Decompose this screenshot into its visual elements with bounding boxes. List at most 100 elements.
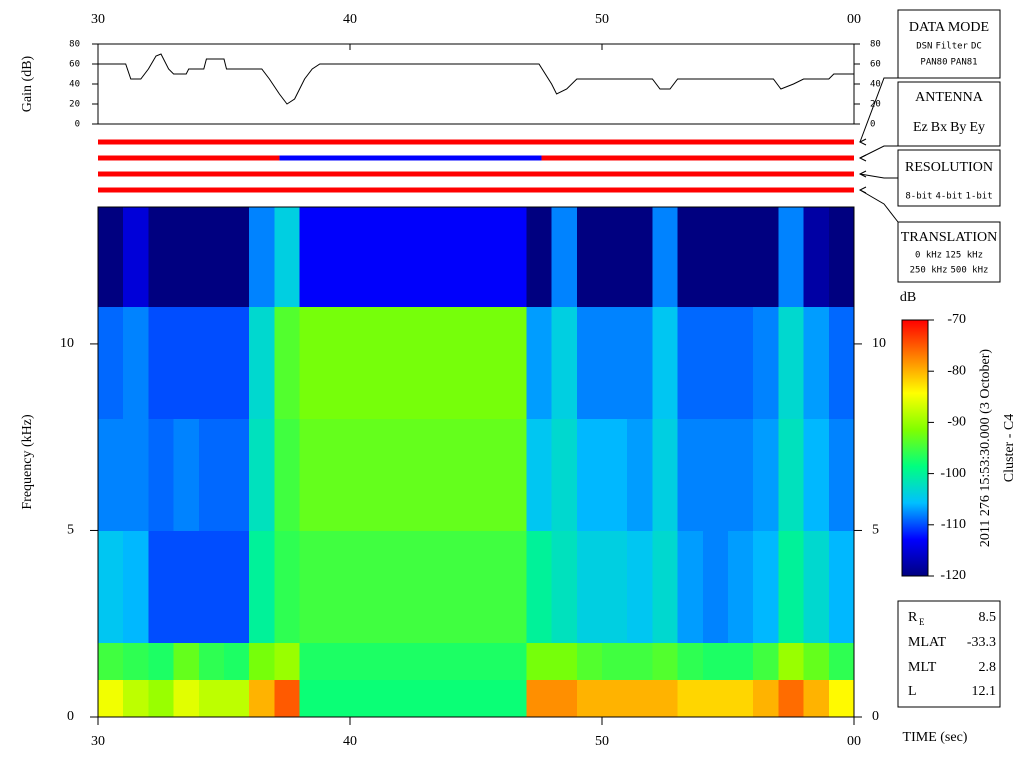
spectrogram-cell xyxy=(299,530,326,643)
spectrogram-cell xyxy=(803,679,830,718)
spectrogram-cell xyxy=(576,679,603,718)
spectrogram-cell xyxy=(753,306,779,420)
spectrogram-cell xyxy=(702,530,729,643)
time-axis-label: TIME (sec) xyxy=(903,730,968,745)
spectrogram-cell xyxy=(476,679,502,718)
spectrogram-cell xyxy=(173,207,200,308)
spectrogram-cell xyxy=(299,679,326,718)
spectrogram-cell xyxy=(778,679,805,718)
spectrogram-cell xyxy=(702,207,729,308)
spectrogram-cell xyxy=(400,679,427,718)
spectrogram-cell xyxy=(828,306,855,420)
spectrogram-cell xyxy=(728,207,754,308)
arrowhead xyxy=(858,138,867,146)
y-tick-label: 60 xyxy=(870,60,881,70)
spectrogram-cell xyxy=(299,418,326,531)
spectrogram-cell xyxy=(274,679,301,718)
spectrogram-cell xyxy=(98,530,124,643)
spectrogram-cell xyxy=(274,306,301,420)
spectrogram-cell xyxy=(702,418,729,531)
status-segment xyxy=(98,139,854,145)
y-tick-label: 20 xyxy=(870,100,881,110)
spectrogram-cell xyxy=(551,530,578,643)
spectrogram-cell xyxy=(198,306,225,420)
spectrogram-cell xyxy=(627,207,653,308)
legend-title: DATA MODE xyxy=(909,20,989,35)
legend-item: 125 kHz xyxy=(945,251,983,261)
info-label: R xyxy=(908,610,918,625)
spectrogram-cell xyxy=(148,679,175,718)
spectrogram-cell xyxy=(249,306,275,420)
y-tick-label: 40 xyxy=(69,80,80,90)
spectrogram-cell xyxy=(98,306,124,420)
spectrogram-cell xyxy=(677,530,704,643)
frequency-axis-label: Frequency (kHz) xyxy=(20,414,35,510)
spectrogram-cell xyxy=(148,418,175,531)
spectrogram-cell xyxy=(350,530,376,643)
spectrogram-cell xyxy=(652,306,679,420)
spectrogram-cell xyxy=(476,530,502,643)
spectrogram-cell xyxy=(753,418,779,531)
spectrogram-cell xyxy=(148,642,175,681)
spectrogram-cell xyxy=(677,306,704,420)
spectrogram-cell xyxy=(425,207,452,308)
spectrogram-cell xyxy=(828,207,855,308)
spectrogram-cell xyxy=(224,642,250,681)
spectrogram-cell xyxy=(728,306,754,420)
gain-line xyxy=(98,53,854,105)
spectrogram-cell xyxy=(728,530,754,643)
spectrogram-cell xyxy=(350,679,376,718)
spacecraft-annotation: Cluster - C4 xyxy=(1002,414,1017,482)
spectrogram-cell xyxy=(476,642,502,681)
spectrogram-cell xyxy=(375,418,401,531)
y-tick-label: 60 xyxy=(69,60,80,70)
spectrogram-cell xyxy=(602,530,628,643)
spectrogram-cell xyxy=(324,306,351,420)
spectrogram-cell xyxy=(602,418,628,531)
info-label: MLT xyxy=(908,660,937,675)
x-tick-label: 00 xyxy=(847,734,861,749)
status-segment xyxy=(279,155,542,161)
x-tick-label: 30 xyxy=(91,12,105,27)
spectrogram-cell xyxy=(677,418,704,531)
spectrogram-cell xyxy=(450,679,477,718)
spectrogram-cell xyxy=(551,679,578,718)
spectrogram-cell xyxy=(526,306,553,420)
x-tick-label: 30 xyxy=(91,734,105,749)
spectrogram-cell xyxy=(828,530,855,643)
y-tick-label: 10 xyxy=(60,336,74,351)
spectrogram-cell xyxy=(450,207,477,308)
colorbar-label: dB xyxy=(900,290,916,305)
spectrogram-cell xyxy=(249,530,275,643)
legend-box xyxy=(897,149,1001,207)
arrowhead xyxy=(858,186,867,194)
spectrogram-cell xyxy=(249,679,275,718)
spectrogram-cell xyxy=(753,679,779,718)
spectrogram-cell xyxy=(350,418,376,531)
colorbar-tick-label: -110 xyxy=(941,517,966,532)
legend-item: DC xyxy=(971,42,982,52)
status-segment xyxy=(98,187,854,193)
legend-item: By xyxy=(950,120,966,135)
legend-item: Bx xyxy=(931,120,947,135)
legend-box xyxy=(897,221,1001,283)
status-segment xyxy=(98,155,280,161)
spectrogram-cell xyxy=(425,642,452,681)
spectrogram-cell xyxy=(375,207,401,308)
spectrogram-cell xyxy=(148,530,175,643)
spectrogram-cell xyxy=(702,642,729,681)
spectrogram-cell xyxy=(123,418,149,531)
x-tick-label: 40 xyxy=(343,734,357,749)
y-tick-label: 0 xyxy=(870,120,875,130)
y-tick-label: 5 xyxy=(67,523,74,538)
colorbar xyxy=(901,319,929,577)
spectrogram-cell xyxy=(123,642,149,681)
spectrogram-cell xyxy=(98,207,124,308)
colorbar-tick-label: -70 xyxy=(947,312,966,327)
spectrogram-cell xyxy=(551,207,578,308)
spectrogram-cell xyxy=(778,207,805,308)
spectrogram-cell xyxy=(476,418,502,531)
x-tick-label: 40 xyxy=(343,12,357,27)
status-segment xyxy=(98,171,854,177)
spectrogram-cell xyxy=(778,418,805,531)
